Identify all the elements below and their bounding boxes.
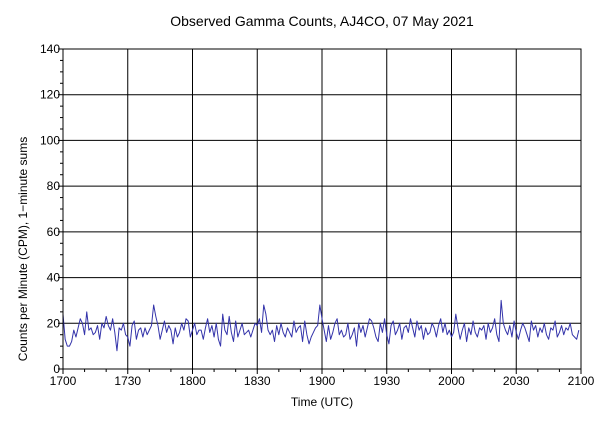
x-tick-label: 1700 xyxy=(50,374,77,388)
x-tick-label: 2000 xyxy=(438,374,465,388)
x-tick-label: 1830 xyxy=(244,374,271,388)
y-tick-label: 140 xyxy=(40,42,60,56)
x-axis-label: Time (UTC) xyxy=(291,395,353,409)
x-tick-label: 1730 xyxy=(114,374,141,388)
x-tick-label: 1800 xyxy=(179,374,206,388)
series-layer xyxy=(62,299,580,352)
y-axis: 0 20 40 60 80 100 120 140 xyxy=(40,42,63,376)
y-axis-label: Counts per Minute (CPM), 1−minute sums xyxy=(16,137,30,361)
gamma-count-series-line xyxy=(62,299,580,352)
y-tick-label: 120 xyxy=(40,88,60,102)
y-tick-label: 20 xyxy=(47,316,61,330)
x-tick-label: 2030 xyxy=(503,374,530,388)
x-tick-label: 1930 xyxy=(373,374,400,388)
x-tick-label: 2100 xyxy=(568,374,595,388)
y-tick-label: 40 xyxy=(47,271,61,285)
y-tick-label: 80 xyxy=(47,179,61,193)
x-axis: 1700 1730 1800 1830 1900 1930 2000 2030 2100 xyxy=(50,369,595,388)
y-tick-label: 0 xyxy=(53,362,60,376)
y-tick-label: 100 xyxy=(40,133,60,147)
chart-title: Observed Gamma Counts, AJ4CO, 07 May 202… xyxy=(170,13,474,29)
y-tick-label: 60 xyxy=(47,225,61,239)
x-tick-label: 1900 xyxy=(309,374,336,388)
